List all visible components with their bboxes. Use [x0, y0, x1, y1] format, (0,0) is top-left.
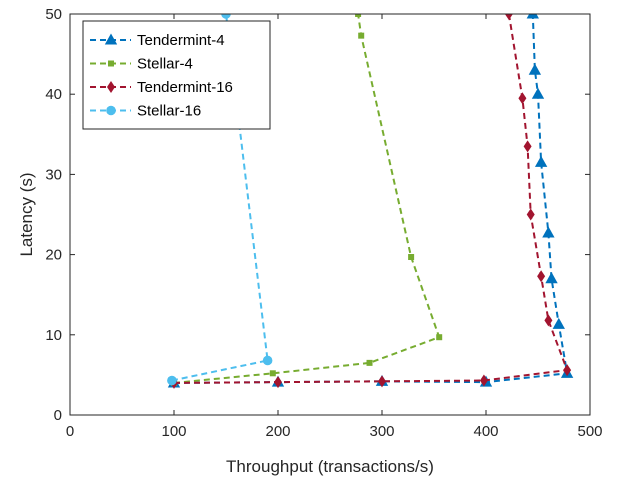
data-point-stellar-4 — [269, 370, 276, 377]
data-point-stellar-4 — [358, 32, 365, 39]
data-point-tendermint-4 — [528, 63, 542, 75]
data-point-tendermint-16 — [544, 314, 553, 327]
legend-item-stellar-16: Stellar-16 — [90, 103, 201, 120]
x-tick-label: 300 — [369, 423, 394, 440]
axes: 0 100 200 300 400 500 0 10 20 30 40 50 — [45, 6, 602, 440]
data-point-tendermint-16 — [526, 208, 535, 221]
data-point-stellar-4 — [366, 359, 373, 366]
legend-label: Stellar-4 — [137, 56, 193, 73]
data-point-stellar-4 — [436, 334, 443, 341]
y-tick-label: 30 — [45, 166, 62, 183]
y-tick-label: 10 — [45, 327, 62, 344]
data-point-stellar-4 — [408, 254, 415, 261]
y-tick-label: 0 — [54, 407, 62, 424]
axes-box — [69, 13, 591, 416]
legend-item-tendermint-4: Tendermint-4 — [90, 32, 225, 49]
data-point-tendermint-4 — [534, 155, 548, 167]
legend-label: Tendermint-4 — [137, 32, 225, 49]
data-point-tendermint-16 — [523, 140, 532, 153]
x-tick-label: 500 — [577, 423, 602, 440]
legend-marker — [104, 33, 118, 45]
data-point-tendermint-16 — [479, 374, 488, 387]
data-point-tendermint-16 — [378, 375, 386, 388]
series-tendermint-16 — [170, 14, 572, 389]
data-point-stellar-4 — [355, 14, 362, 17]
data-point-tendermint-4 — [542, 226, 555, 238]
legend: Tendermint-4 Stellar-4 Tendermint-16 Stella… — [82, 20, 271, 130]
data-point-tendermint-4 — [531, 87, 545, 99]
legend-marker — [106, 105, 116, 116]
legend-marker — [107, 81, 115, 93]
y-axis-label: Latency (s) — [17, 172, 36, 256]
x-axis-label: Throughput (transactions/s) — [226, 457, 434, 476]
data-point-stellar-16 — [262, 355, 273, 366]
data-point-stellar-16 — [221, 14, 231, 19]
y-tick-label: 40 — [45, 86, 62, 103]
legend-label: Stellar-16 — [137, 103, 201, 120]
data-point-tendermint-16 — [563, 364, 572, 377]
data-point-tendermint-4 — [526, 14, 539, 19]
data-point-tendermint-16 — [504, 14, 513, 20]
legend-label: Tendermint-16 — [137, 79, 233, 96]
data-point-tendermint-4 — [545, 272, 558, 284]
data-point-tendermint-16 — [518, 92, 527, 105]
y-tick-label: 20 — [45, 247, 62, 264]
legend-item-stellar-4: Stellar-4 — [90, 56, 193, 73]
data-point-tendermint-4 — [552, 317, 565, 329]
y-tick-label: 50 — [45, 6, 62, 23]
data-point-tendermint-16 — [274, 376, 282, 389]
x-tick-label: 0 — [66, 423, 74, 440]
series-line-tendermint-16 — [173, 14, 569, 384]
x-tick-label: 400 — [473, 423, 498, 440]
data-point-stellar-16 — [167, 375, 177, 386]
data-point-tendermint-16 — [537, 270, 546, 283]
legend-marker — [108, 60, 114, 67]
x-tick-label: 200 — [265, 423, 290, 440]
legend-item-tendermint-16: Tendermint-16 — [90, 79, 233, 96]
x-tick-label: 100 — [161, 423, 186, 440]
plot-area — [167, 14, 574, 389]
